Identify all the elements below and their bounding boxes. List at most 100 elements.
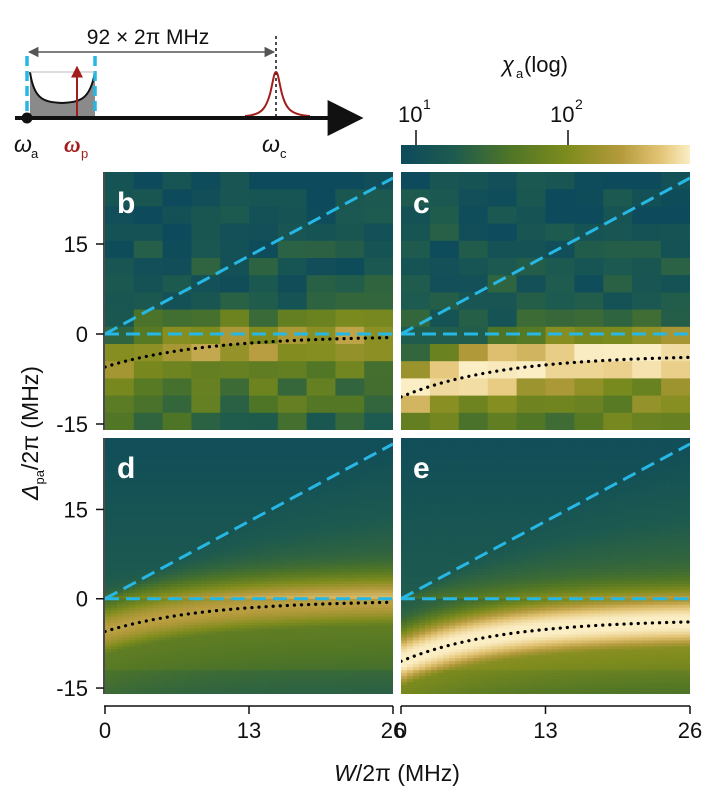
heatmap-cell xyxy=(129,646,136,650)
heatmap-cell xyxy=(135,545,142,549)
heatmap-cell xyxy=(467,461,474,466)
heatmap-cell xyxy=(401,326,431,345)
heatmap-cell xyxy=(339,464,346,469)
heatmap-cell xyxy=(339,440,346,445)
heatmap-cell xyxy=(201,548,208,552)
heatmap-cell xyxy=(357,682,364,686)
heatmap-cell xyxy=(381,530,388,534)
heatmap-cell xyxy=(219,560,226,564)
heatmap-cell xyxy=(381,586,388,591)
heatmap-cell xyxy=(159,679,166,683)
heatmap-cell xyxy=(357,488,364,493)
heatmap-cell xyxy=(159,682,166,686)
heatmap-cell xyxy=(189,438,196,442)
heatmap-cell xyxy=(195,664,202,668)
heatmap-cell xyxy=(515,446,523,451)
heatmap-cell xyxy=(141,491,148,496)
heatmap-cell xyxy=(255,649,262,653)
heatmap-cell xyxy=(401,438,408,442)
heatmap-cell xyxy=(333,509,340,514)
heatmap-cell xyxy=(207,443,214,448)
heatmap-cell xyxy=(593,446,601,451)
heatmap-cell xyxy=(665,449,673,454)
heatmap-cell xyxy=(509,443,516,448)
heatmap-cell xyxy=(369,440,376,445)
heatmap-cell xyxy=(661,361,690,379)
heatmap-cell xyxy=(165,682,172,686)
heatmap-cell xyxy=(653,446,661,451)
heatmap-cell xyxy=(105,494,112,499)
heatmap-cell xyxy=(243,622,250,627)
heatmap-cell xyxy=(105,223,135,242)
heatmap-cell xyxy=(189,560,196,564)
heatmap-cell xyxy=(189,557,196,561)
heatmap-cell xyxy=(516,292,547,311)
heatmap-cell xyxy=(363,524,370,528)
heatmap-cell xyxy=(267,545,274,549)
heatmap-cell xyxy=(363,649,370,653)
heatmap-cell xyxy=(255,554,262,558)
heatmap-cell xyxy=(357,607,364,612)
heatmap-cell xyxy=(387,464,393,469)
heatmap-cell xyxy=(231,449,238,454)
heatmap-cell xyxy=(335,275,365,293)
heatmap-cell xyxy=(123,503,130,508)
heatmap-cell xyxy=(581,443,589,448)
heatmap-cell xyxy=(351,583,358,588)
heatmap-cell xyxy=(105,545,112,549)
heatmap-cell xyxy=(141,655,148,659)
heatmap-cell xyxy=(117,440,124,445)
heatmap-cell xyxy=(303,482,310,487)
heatmap-cell xyxy=(249,649,256,653)
heatmap-cell xyxy=(345,568,352,573)
heatmap-cell xyxy=(213,685,220,689)
heatmap-cell xyxy=(159,488,166,493)
heatmap-cell xyxy=(105,679,112,683)
heatmap-cell xyxy=(135,592,142,597)
heatmap-cell xyxy=(261,604,268,609)
heatmap-cell xyxy=(345,545,352,549)
heatmap-cell xyxy=(243,464,250,469)
heatmap-cell xyxy=(273,485,280,490)
heatmap-cell xyxy=(297,515,304,519)
heatmap-cell xyxy=(321,670,328,674)
heatmap-cell xyxy=(207,494,214,499)
heatmap-cell xyxy=(189,524,196,528)
heatmap-cell xyxy=(327,473,334,478)
heatmap-cell xyxy=(339,560,346,564)
heatmap-cell xyxy=(162,172,192,190)
heatmap-cell xyxy=(177,488,184,493)
heatmap-cell xyxy=(545,309,575,328)
heatmap-cell xyxy=(364,275,393,293)
heatmap-cell xyxy=(363,631,370,636)
heatmap-cell xyxy=(327,688,334,692)
heatmap-cell xyxy=(363,473,370,478)
heatmap-cell xyxy=(351,622,358,627)
heatmap-cell xyxy=(165,631,172,636)
heatmap-cell xyxy=(165,568,172,573)
heatmap-cell xyxy=(225,458,232,463)
heatmap-cell xyxy=(303,616,310,621)
heatmap-cell xyxy=(387,586,393,591)
heatmap-cell xyxy=(243,530,250,534)
heatmap-cell xyxy=(267,571,274,576)
heatmap-cell xyxy=(213,503,220,508)
heatmap-cell xyxy=(225,563,232,567)
heatmap-cell xyxy=(357,551,364,555)
heatmap-cell xyxy=(369,649,376,653)
heatmap-cell xyxy=(291,586,298,591)
heatmap-cell xyxy=(177,661,184,665)
heatmap-cell xyxy=(315,610,322,615)
heatmap-cell xyxy=(279,482,286,487)
heatmap-cell xyxy=(159,649,166,653)
heatmap-cell xyxy=(335,412,365,430)
heatmap-cell xyxy=(458,412,489,430)
heatmap-cell xyxy=(147,452,154,457)
heatmap-cell xyxy=(261,580,268,585)
heatmap-cell xyxy=(419,452,426,457)
heatmap-cell xyxy=(327,467,334,472)
heatmap-cell xyxy=(306,395,336,414)
heatmap-cell xyxy=(381,619,388,624)
heatmap-cell xyxy=(407,461,414,466)
heatmap-cell xyxy=(351,497,358,502)
